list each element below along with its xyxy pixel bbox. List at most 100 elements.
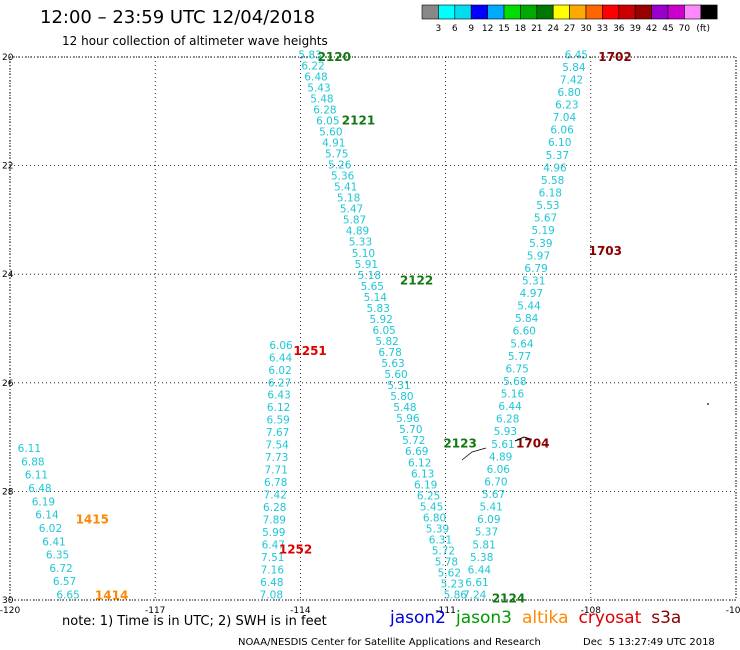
wave-height-value: 5.41 [334,182,357,194]
wave-height-value: 6.11 [25,470,48,482]
wave-height-value: 5.31 [387,380,410,392]
wave-height-value: 6.09 [477,514,500,526]
wave-height-value: 5.37 [475,527,498,539]
wave-height-value: 6.11 [18,443,41,455]
pass-number-label: 1252 [279,542,312,556]
wave-height-value: 6.28 [496,414,519,426]
legend-swatch [536,4,554,20]
wave-height-value: 5.26 [328,160,352,172]
wave-height-value: 6.47 [262,540,285,552]
longitude-label: -114 [290,606,311,616]
map-frame [9,56,737,601]
legend-label: 6 [452,24,458,34]
latitude-label: 26 [2,379,14,389]
wave-height-value: 7.04 [553,112,577,124]
wave-height-value: 5.84 [562,62,586,74]
longitude-label: -108 [581,606,602,616]
legend-label: 21 [531,24,542,34]
wave-height-value: 6.80 [557,87,580,99]
legend-swatch [503,4,521,20]
wave-height-value: 5.31 [522,275,545,287]
wave-height-value: 5.64 [510,338,534,350]
wave-height-value: 5.10 [352,248,375,260]
wave-height-value: 5.48 [310,93,333,105]
mission-altika: altika [522,608,569,628]
pass-number-label: 1415 [76,513,109,527]
wave-height-value: 5.39 [529,238,552,250]
wave-height-value: 5.43 [307,82,330,94]
longitude-label: -120 [0,606,20,616]
wave-height-value: 5.44 [517,301,541,313]
wave-height-value: 7.67 [266,427,289,439]
wave-height-value: 7.73 [265,452,288,464]
wave-height-value: 6.22 [301,60,324,72]
legend-unit: (ft) [696,24,710,34]
wave-height-value: 6.06 [269,340,293,352]
legend-swatch [470,4,488,20]
wave-height-value: 5.70 [399,424,422,436]
footer-credit: NOAA/NESDIS Center for Satellite Applica… [238,637,541,648]
wave-height-value: 5.18 [337,193,360,205]
footer-note: note: 1) Time is in UTC; 2) SWH is in fe… [62,614,327,629]
latitude-label: 24 [2,270,14,280]
wave-height-value: 5.96 [396,413,420,425]
wave-height-value: 5.33 [349,237,372,249]
pass-number-label: 2120 [318,50,351,64]
mission-jason3: jason3 [456,608,512,628]
wave-height-value: 6.02 [268,365,291,377]
wave-height-value: 6.27 [268,377,291,389]
wave-height-value: 4.91 [322,137,345,149]
mission-cryosat: cryosat [578,608,642,628]
wave-height-value: 5.92 [370,314,393,326]
wave-height-value: 5.14 [364,292,388,304]
longitude-label: -117 [145,606,165,616]
wave-height-value: 4.89 [489,451,512,463]
wave-height-value: 5.16 [501,389,525,401]
wave-height-value: 6.72 [49,563,72,575]
wave-height-value: 5.93 [494,426,517,438]
wave-height-value: 6.44 [269,352,293,364]
mission-s3a: s3a [651,608,682,628]
footer-timestamp: Dec 5 13:27:49 UTC 2018 [583,637,715,648]
wave-height-value: 5.99 [262,527,285,539]
wave-height-value: 6.28 [313,104,336,116]
wave-height-value: 6.70 [484,476,507,488]
wave-height-value: 5.72 [432,545,455,557]
latitude-label: 30 [2,596,14,606]
wave-height-value: 7.51 [261,552,284,564]
wave-height-value: 5.77 [508,351,531,363]
wave-height-value: 5.23 [441,579,464,591]
wave-height-value: 6.69 [405,446,428,458]
wave-height-value: 6.35 [46,550,69,562]
legend-swatch [438,4,456,20]
wave-height-value: 6.80 [423,512,446,524]
wave-height-value: 5.45 [420,501,443,513]
wave-height-value: 5.60 [384,369,407,381]
wave-height-value: 6.41 [42,536,65,548]
legend-label: 33 [597,24,608,34]
wave-height-value: 6.31 [429,534,452,546]
wave-height-value: 5.83 [367,303,390,315]
wave-height-value: 5.47 [340,204,363,216]
wave-height-value: 5.62 [438,568,461,580]
pass-number-label: 1702 [598,50,631,64]
wave-height-value: 5.38 [470,552,493,564]
wave-height-value: 6.78 [378,347,401,359]
wave-height-value: 5.67 [482,489,505,501]
wave-height-value: 5.86 [444,590,468,602]
wave-height-value: 6.05 [372,325,395,337]
legend-swatch [700,4,718,20]
wave-height-value: 5.37 [546,150,569,162]
pass-number-label: 1414 [95,589,128,603]
mission-legend: jason2 jason3 altika cryosat s3a [390,608,691,628]
latitude-label: 20 [2,53,14,63]
wave-height-value: 6.25 [417,490,440,502]
legend-swatch [454,4,472,20]
wave-height-value: 5.68 [503,376,526,388]
wave-height-value: 5.78 [435,556,458,568]
wave-height-value: 6.28 [263,502,286,514]
longitude-label: -111 [435,606,455,616]
wave-height-value: 5.65 [361,281,384,293]
wave-height-value: 6.06 [487,464,511,476]
